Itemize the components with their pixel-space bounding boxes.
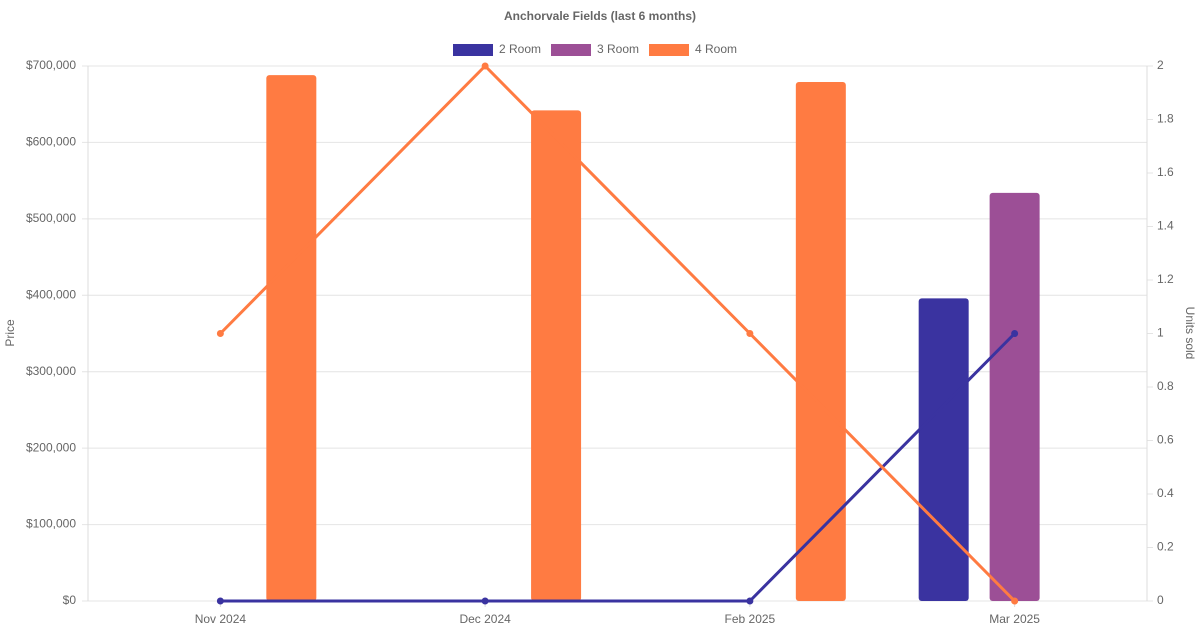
bar [531,110,582,601]
y2-tick-label: 2 [1157,58,1164,72]
y-tick-label: $300,000 [26,364,76,378]
y-tick-label: $200,000 [26,440,76,454]
point [746,597,754,605]
y2-tick-label: 0.2 [1157,540,1174,554]
chart-title: Anchorvale Fields (last 6 months) [504,9,696,23]
bar [989,192,1040,601]
y2-tick-label: 1 [1157,326,1164,340]
y2-tick-label: 1.8 [1157,112,1174,126]
legend-swatch [551,44,591,56]
y2-tick-label: 0 [1157,593,1164,607]
y-tick-label: $0 [63,593,77,607]
legend-label: 2 Room [499,42,541,56]
y-tick-label: $100,000 [26,517,76,531]
point [216,330,224,337]
x-tick-label: Dec 2024 [459,612,511,626]
bar [266,75,317,601]
point [216,597,224,605]
y-tick-label: $500,000 [26,211,76,225]
legend-label: 3 Room [597,42,639,56]
y2-axis-title: Units sold [1183,307,1197,360]
legend-label: 4 Room [695,42,737,56]
x-tick-label: Feb 2025 [725,612,776,626]
line [220,332,1016,603]
y2-tick-label: 0.8 [1157,379,1174,393]
y2-tick-label: 1.2 [1157,272,1174,286]
y2-tick-label: 1.6 [1157,165,1174,179]
point [481,597,489,605]
bar [795,82,846,602]
y-tick-label: $700,000 [26,58,76,72]
x-tick-label: Mar 2025 [989,612,1040,626]
y-tick-label: $400,000 [26,287,76,301]
x-tick-label: Nov 2024 [195,612,247,626]
y2-tick-label: 1.4 [1157,219,1174,233]
y2-tick-label: 0.6 [1157,433,1174,447]
point [481,62,489,70]
point [1011,597,1019,605]
legend-swatch [453,44,493,56]
y2-tick-label: 0.4 [1157,486,1174,500]
y-tick-label: $600,000 [26,135,76,149]
bar [918,298,969,601]
line [219,63,1016,603]
legend-swatch [649,44,689,56]
point [746,330,754,337]
y-axis-title: Price [3,319,17,347]
point [1011,330,1019,337]
